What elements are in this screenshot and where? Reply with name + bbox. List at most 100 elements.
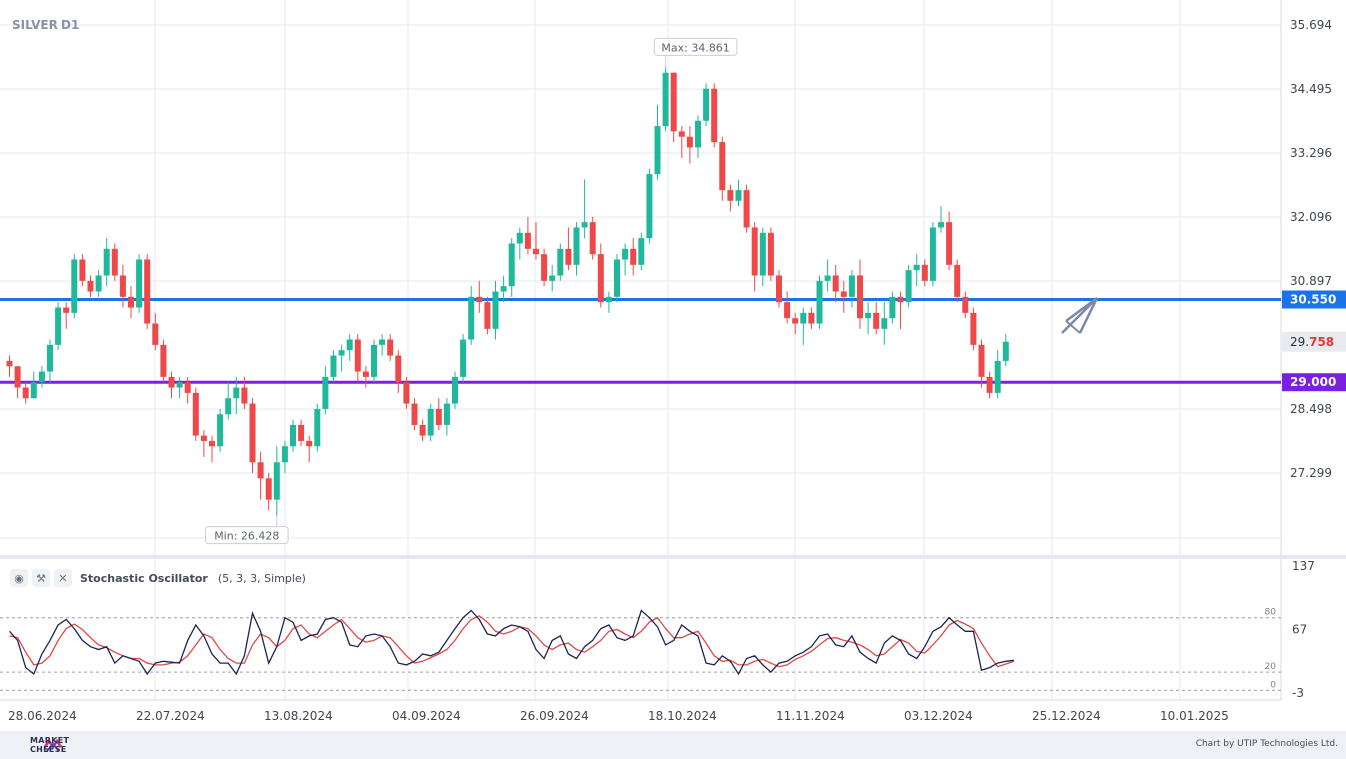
candle-body: [921, 264, 928, 281]
candle-body: [30, 382, 37, 399]
candle: [241, 376, 248, 409]
price-tick-label: 27.299: [1290, 466, 1332, 480]
candle: [654, 104, 661, 180]
candle: [816, 275, 823, 329]
candle: [605, 291, 612, 313]
candle: [322, 366, 329, 415]
candle-body: [168, 376, 175, 388]
candle: [427, 403, 434, 441]
candle: [638, 232, 645, 271]
candle-body: [727, 190, 734, 201]
candle: [865, 302, 872, 335]
candle-body: [946, 222, 953, 265]
candle-body: [330, 355, 337, 377]
max-marker-text: Max: 34.861: [661, 41, 729, 54]
horizontal-levels[interactable]: 30.550 29.000 29.758: [0, 290, 1346, 392]
candle-body: [954, 264, 961, 297]
candle: [468, 286, 475, 345]
candle: [565, 227, 572, 271]
candle-body: [857, 275, 863, 319]
candle: [1002, 334, 1009, 367]
candle: [71, 254, 78, 319]
candle: [759, 227, 766, 287]
min-marker-text: Min: 26.428: [214, 530, 279, 543]
brand-logo-text: MARKET CHEESE: [30, 736, 69, 754]
panel-resize-handle[interactable]: [0, 555, 1346, 559]
candle-body: [241, 387, 248, 404]
price-level-label: 29.000: [1290, 375, 1336, 389]
candle-body: [281, 446, 288, 463]
candle-body: [144, 259, 151, 324]
current-price-tag: [1282, 331, 1346, 352]
candle: [857, 259, 863, 329]
candle-body: [273, 462, 280, 500]
price-level-label: 30.550: [1290, 293, 1336, 307]
max-marker-box: [653, 37, 738, 56]
candle: [233, 376, 240, 415]
candle-body: [136, 259, 143, 308]
candle-body: [784, 302, 791, 319]
candle: [824, 259, 831, 292]
candle-body: [184, 382, 191, 393]
candle-body: [824, 275, 831, 281]
grid-lines: [0, 0, 1282, 701]
candle-body: [79, 259, 86, 281]
candle-body: [589, 222, 596, 255]
candle-body: [119, 275, 126, 297]
candle: [387, 334, 394, 361]
candle-body: [71, 259, 78, 313]
candle-body: [22, 387, 29, 399]
candle: [87, 275, 94, 297]
price-level-tag[interactable]: [1282, 373, 1346, 392]
candle: [281, 440, 288, 473]
candle: [711, 83, 718, 148]
candle-body: [87, 280, 94, 292]
candle: [832, 264, 839, 303]
eye-icon[interactable]: ◉: [10, 569, 28, 587]
up-arrow-drawing[interactable]: [1061, 296, 1099, 334]
candle: [719, 136, 726, 201]
candle: [962, 291, 969, 319]
candle-body: [743, 190, 750, 228]
candle: [192, 387, 199, 441]
candle-body: [14, 366, 21, 388]
candle: [435, 398, 442, 431]
candle: [152, 312, 159, 351]
candle: [557, 243, 564, 281]
stoch-d-line: [9, 615, 1015, 668]
candle-body: [387, 339, 394, 356]
candle: [622, 243, 629, 276]
panel-separator[interactable]: [0, 555, 1346, 559]
candle-body: [978, 344, 985, 377]
candle: [897, 291, 904, 329]
candle: [55, 302, 62, 351]
close-icon[interactable]: ✕: [54, 569, 72, 587]
wrench-icon[interactable]: ⚒: [32, 569, 50, 587]
candle-body: [257, 462, 264, 479]
candle: [103, 238, 110, 287]
candle-body: [306, 440, 313, 447]
candle: [970, 307, 977, 351]
date-tick-label: 11.11.2024: [776, 709, 845, 723]
candle-body: [848, 275, 855, 297]
candle-body: [630, 248, 637, 265]
stoch-tick-label: 67: [1292, 623, 1307, 637]
indicator-name: Stochastic Oscillator: [80, 571, 208, 585]
candle-body: [443, 403, 450, 425]
candle: [362, 366, 369, 388]
candle-body: [427, 408, 434, 436]
candle-body: [897, 296, 904, 303]
current-price-label: 29.758: [1290, 335, 1334, 349]
candle: [848, 270, 855, 308]
candle-body: [994, 360, 1001, 393]
candle-body: [654, 126, 661, 175]
brand-line-1: MARKET: [30, 736, 70, 745]
candle-body: [767, 232, 774, 276]
candle: [338, 344, 345, 372]
indicator-header: ◉ ⚒ ✕ Stochastic Oscillator (5, 3, 3, Si…: [10, 569, 306, 587]
price-level-tag[interactable]: [1282, 290, 1346, 309]
candle: [38, 366, 45, 388]
stochastic-lines: [9, 609, 1015, 676]
candle: [589, 216, 596, 260]
